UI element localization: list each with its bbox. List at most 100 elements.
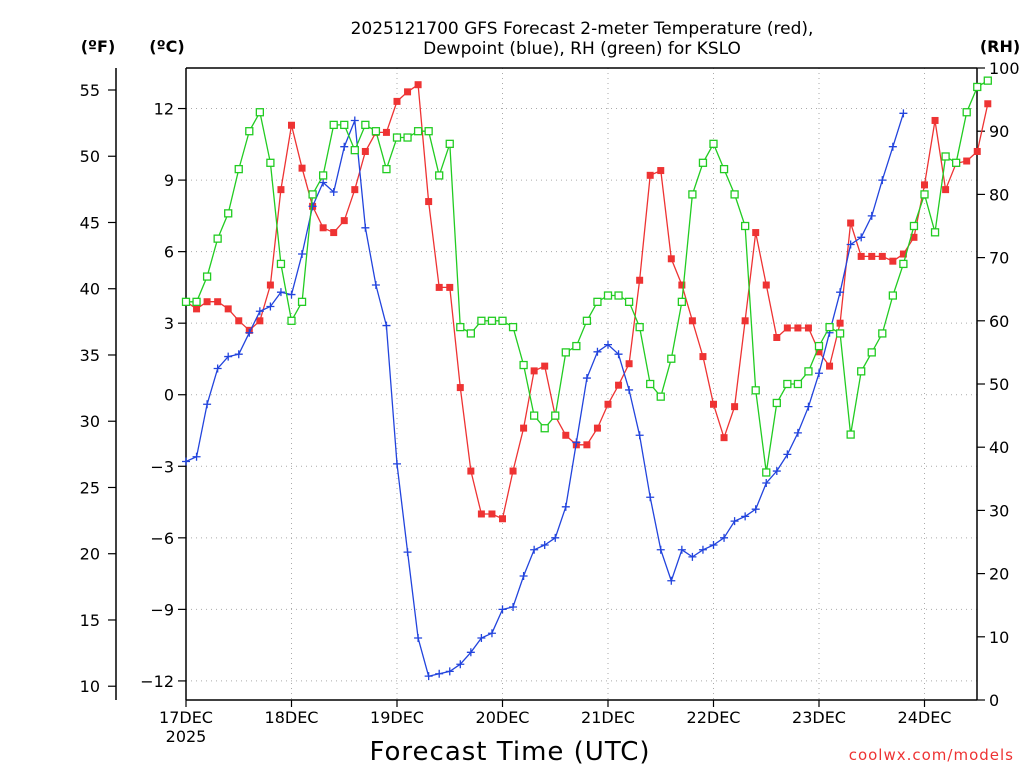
rh-point xyxy=(962,108,971,117)
dewpoint-point xyxy=(593,347,602,356)
dewpoint-point xyxy=(509,602,518,611)
temperature-point xyxy=(446,283,454,291)
c-tick-label: −9 xyxy=(150,600,174,619)
x-tick-label: 18DEC xyxy=(265,708,319,727)
rh-point xyxy=(350,146,359,155)
dewpoint-point xyxy=(192,452,201,461)
dewpoint-point xyxy=(846,240,855,249)
rh-point xyxy=(825,322,834,332)
dewpoint-point xyxy=(350,116,359,125)
rh-point xyxy=(487,316,497,325)
dewpoint-point xyxy=(403,548,412,557)
dewpoint-point xyxy=(698,545,707,554)
rh-point xyxy=(709,139,718,148)
rh-point xyxy=(498,316,507,325)
dewpoint-point xyxy=(530,545,539,554)
dewpoint-point xyxy=(804,402,813,411)
rh-point xyxy=(224,209,233,218)
rh-point xyxy=(930,228,940,237)
temperature-point xyxy=(973,147,981,155)
temperature-point xyxy=(604,400,612,408)
rh-point xyxy=(688,190,697,199)
f-tick-label: 35 xyxy=(80,346,100,365)
temperature-point xyxy=(203,298,211,306)
f-tick-label: 55 xyxy=(80,81,100,100)
rh-point xyxy=(677,297,686,306)
temperature-point xyxy=(256,317,264,325)
rh-tick-label: 50 xyxy=(989,375,1009,394)
dewpoint-point xyxy=(762,478,771,487)
temperature-point xyxy=(404,88,412,96)
dewpoint-point xyxy=(414,633,423,642)
f-tick-label: 40 xyxy=(80,280,100,299)
dewpoint-point xyxy=(836,288,845,297)
rh-point xyxy=(941,152,950,161)
rh-point xyxy=(762,468,771,477)
dewpoint-point xyxy=(604,340,612,349)
rh-point xyxy=(245,127,254,136)
rh-point xyxy=(867,348,876,357)
temperature-point xyxy=(382,128,390,136)
dewpoint-point xyxy=(783,450,792,459)
temperature-point xyxy=(288,121,295,129)
temperature-point xyxy=(889,257,897,265)
dewpoint-point xyxy=(878,176,887,185)
temperature-point xyxy=(224,305,232,313)
rh-tick-label: 40 xyxy=(989,438,1009,457)
temperature-point xyxy=(699,353,707,361)
dewpoint-point xyxy=(720,533,729,542)
c-tick-label: 12 xyxy=(154,100,174,119)
dewpoint-point xyxy=(561,502,570,511)
rh-point xyxy=(973,82,982,92)
dewpoint-point xyxy=(382,321,391,330)
temperature-point xyxy=(815,348,823,356)
temperature-series xyxy=(182,81,992,523)
rh-point xyxy=(361,120,370,130)
dewpoint-point xyxy=(677,545,686,554)
rh-point xyxy=(435,171,444,180)
rh-tick-label: 30 xyxy=(989,501,1009,520)
c-tick-label: 0 xyxy=(164,386,174,405)
temperature-point xyxy=(942,186,950,194)
dewpoint-point xyxy=(340,142,349,151)
dewpoint-point xyxy=(393,459,401,468)
rh-point xyxy=(340,120,349,130)
dewpoint-point xyxy=(319,178,328,187)
dewpoint-point xyxy=(730,517,739,526)
dewpoint-point xyxy=(646,493,655,502)
temperature-point xyxy=(530,367,538,375)
unit-rh-label: (RH) xyxy=(980,37,1020,56)
dewpoint-point xyxy=(213,364,222,373)
temperature-point xyxy=(520,424,528,432)
rh-point xyxy=(635,322,644,332)
rh-point xyxy=(276,259,286,269)
rh-point xyxy=(382,164,391,174)
dewpoint-point xyxy=(266,302,275,311)
temperature-point xyxy=(931,116,939,124)
temperature-point xyxy=(393,97,401,105)
rh-point xyxy=(445,139,454,148)
temperature-point xyxy=(615,381,623,389)
dewpoint-point xyxy=(424,672,433,681)
temperature-point xyxy=(340,217,348,225)
rh-point xyxy=(909,221,919,231)
temperature-point xyxy=(773,333,781,341)
dewpoint-point xyxy=(308,202,317,211)
x-tick-label: 22DEC xyxy=(687,708,741,727)
x-tick-label: 24DEC xyxy=(898,708,952,727)
temperature-point xyxy=(425,198,433,206)
c-tick-label: −3 xyxy=(150,457,174,476)
rh-point xyxy=(181,297,191,306)
rh-point xyxy=(646,379,655,389)
x-tick-year-label: 2025 xyxy=(166,727,207,746)
dewpoint-point xyxy=(287,290,296,299)
temperature-point xyxy=(868,252,876,260)
f-tick-label: 30 xyxy=(80,412,100,431)
dewpoint-point xyxy=(245,328,254,337)
temperature-point xyxy=(657,167,665,175)
rh-point xyxy=(751,386,760,395)
dewpoint-point xyxy=(466,648,475,657)
rh-point xyxy=(456,322,465,332)
temperature-point xyxy=(235,317,243,325)
